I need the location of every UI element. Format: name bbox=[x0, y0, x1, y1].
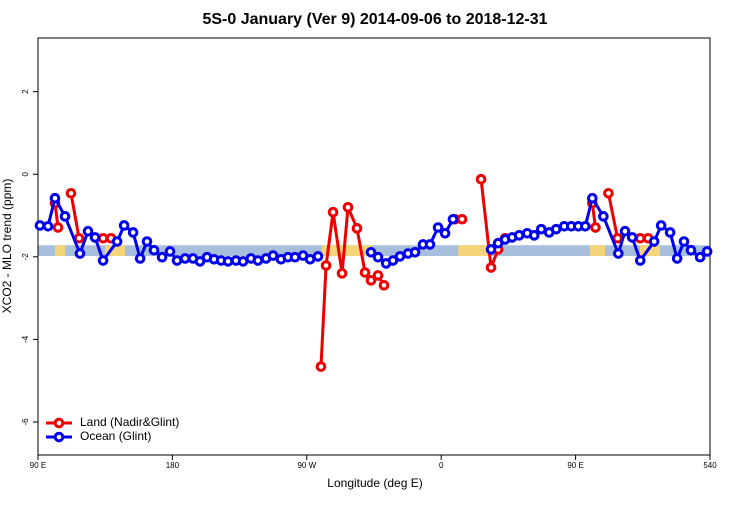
band-highlight bbox=[105, 245, 126, 256]
point bbox=[148, 244, 160, 256]
point bbox=[97, 255, 109, 266]
point bbox=[634, 255, 646, 266]
point bbox=[118, 220, 130, 231]
point bbox=[447, 213, 459, 225]
point bbox=[320, 260, 332, 271]
point bbox=[648, 236, 660, 247]
point bbox=[312, 251, 324, 262]
point bbox=[694, 251, 706, 263]
point bbox=[365, 246, 377, 258]
x-tick-label: 540 bbox=[703, 461, 717, 470]
band-highlight bbox=[589, 245, 606, 256]
point bbox=[359, 267, 371, 278]
chart-title: 5S-0 January (Ver 9) 2014-09-06 to 2018-… bbox=[202, 11, 547, 28]
point bbox=[598, 211, 609, 222]
point bbox=[267, 250, 279, 261]
point bbox=[141, 236, 153, 247]
y-tick-label: -6 bbox=[21, 418, 30, 426]
point bbox=[164, 246, 176, 257]
x-axis-label: Longitude (deg E) bbox=[327, 476, 422, 490]
point bbox=[424, 239, 436, 250]
point bbox=[336, 268, 348, 279]
point bbox=[127, 227, 139, 238]
band-highlight bbox=[639, 245, 660, 256]
point bbox=[590, 222, 601, 233]
x-tick-label: 90 W bbox=[297, 461, 316, 470]
legend-marker bbox=[53, 431, 65, 443]
point bbox=[74, 248, 86, 259]
legend-marker bbox=[53, 417, 65, 429]
band-highlight bbox=[458, 245, 491, 256]
point bbox=[613, 248, 624, 259]
point bbox=[603, 187, 614, 199]
point bbox=[52, 222, 64, 233]
point bbox=[156, 251, 168, 263]
point bbox=[327, 206, 339, 218]
y-tick-label: -4 bbox=[21, 335, 30, 343]
point bbox=[365, 275, 377, 286]
y-tick-label: 0 bbox=[21, 171, 30, 176]
legend-label: Ocean (Glint) bbox=[80, 429, 151, 443]
point bbox=[394, 251, 406, 262]
point bbox=[111, 236, 123, 247]
point bbox=[378, 280, 390, 291]
point bbox=[664, 227, 676, 238]
point bbox=[485, 244, 497, 255]
point bbox=[134, 253, 146, 264]
point bbox=[626, 232, 638, 243]
point bbox=[222, 256, 234, 267]
point bbox=[82, 225, 94, 237]
point bbox=[342, 201, 354, 213]
y-tick-label: 2 bbox=[21, 89, 30, 94]
point bbox=[513, 230, 525, 241]
plot-frame bbox=[37, 37, 711, 456]
point bbox=[685, 244, 697, 256]
point bbox=[678, 236, 690, 247]
x-tick-label: 0 bbox=[439, 461, 444, 470]
point bbox=[59, 211, 71, 222]
point bbox=[528, 230, 540, 241]
point bbox=[49, 192, 61, 204]
band-highlight bbox=[322, 245, 373, 256]
point bbox=[439, 227, 451, 239]
point bbox=[289, 251, 301, 263]
point bbox=[372, 270, 384, 281]
band-highlight bbox=[55, 245, 65, 256]
point bbox=[580, 220, 591, 232]
point bbox=[456, 213, 468, 225]
point bbox=[171, 255, 183, 266]
point bbox=[315, 361, 327, 372]
point bbox=[587, 192, 598, 204]
point bbox=[372, 251, 384, 263]
y-axis-label: XCO2 - MLO trend (ppm) bbox=[0, 179, 14, 314]
point bbox=[612, 232, 623, 244]
point bbox=[475, 173, 487, 185]
x-tick-label: 180 bbox=[166, 461, 180, 470]
point bbox=[42, 220, 54, 232]
point bbox=[252, 255, 264, 266]
x-tick-label: 90 E bbox=[30, 461, 46, 470]
point bbox=[34, 220, 46, 231]
point bbox=[432, 222, 444, 233]
point bbox=[409, 246, 421, 258]
point bbox=[550, 223, 562, 235]
point bbox=[655, 220, 667, 231]
point bbox=[351, 223, 363, 234]
point bbox=[89, 232, 101, 243]
point bbox=[671, 253, 683, 264]
point bbox=[619, 225, 631, 237]
point bbox=[65, 187, 77, 199]
x-tick-label: 90 E bbox=[567, 461, 583, 470]
y-tick-label: -2 bbox=[21, 253, 30, 261]
point bbox=[485, 262, 497, 273]
point bbox=[701, 246, 713, 257]
legend-label: Land (Nadir&Glint) bbox=[80, 415, 179, 429]
